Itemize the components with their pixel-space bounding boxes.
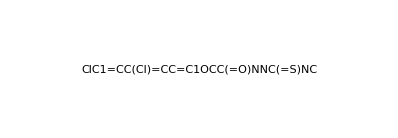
- Text: ClC1=CC(Cl)=CC=C1OCC(=O)NNC(=S)NC: ClC1=CC(Cl)=CC=C1OCC(=O)NNC(=S)NC: [81, 64, 317, 74]
